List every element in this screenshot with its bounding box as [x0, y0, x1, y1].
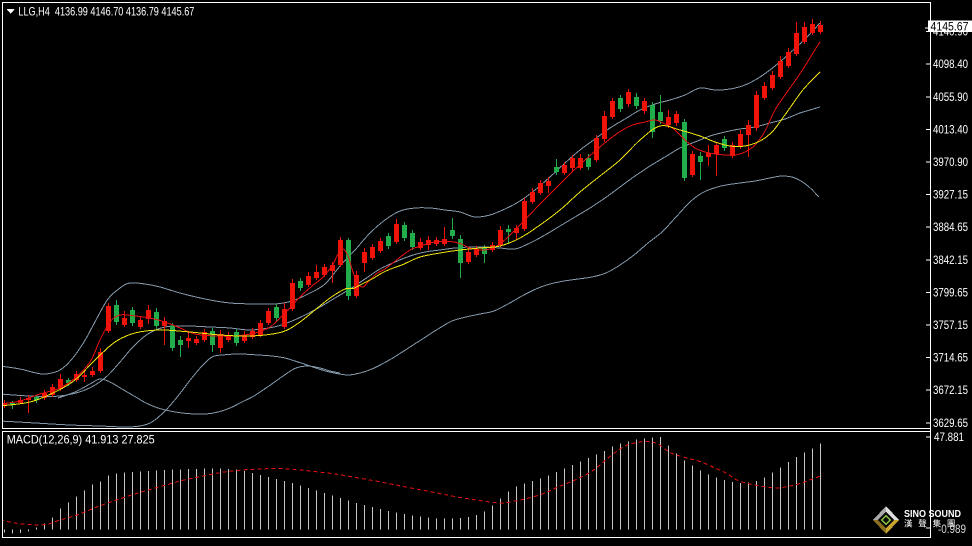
svg-text:3757.15: 3757.15 — [933, 320, 968, 332]
svg-text:3884.65: 3884.65 — [933, 222, 968, 234]
svg-text:漢聲集團: 漢聲集團 — [904, 519, 961, 529]
svg-text:3714.65: 3714.65 — [933, 353, 968, 365]
svg-text:3799.65: 3799.65 — [933, 287, 968, 299]
svg-text:4098.40: 4098.40 — [933, 59, 968, 71]
svg-text:3842.15: 3842.15 — [933, 255, 968, 267]
svg-text:LLG,H4 4136.99 4146.70 4136.7: LLG,H4 4136.99 4146.70 4136.79 4145.67 — [18, 5, 194, 19]
svg-text:47.881: 47.881 — [934, 432, 964, 444]
svg-text:3970.90: 3970.90 — [933, 157, 968, 169]
svg-text:SINO SOUND: SINO SOUND — [904, 509, 961, 520]
svg-text:-0.989: -0.989 — [938, 524, 966, 536]
svg-text:3629.65: 3629.65 — [933, 418, 968, 430]
svg-text:4145.67: 4145.67 — [931, 22, 969, 34]
svg-text:4055.90: 4055.90 — [933, 92, 968, 104]
svg-text:3927.15: 3927.15 — [933, 190, 968, 202]
svg-text:4013.40: 4013.40 — [933, 124, 968, 136]
svg-text:MACD(12,26,9) 41.913 27.825: MACD(12,26,9) 41.913 27.825 — [7, 433, 155, 447]
svg-text:3672.15: 3672.15 — [933, 385, 968, 397]
